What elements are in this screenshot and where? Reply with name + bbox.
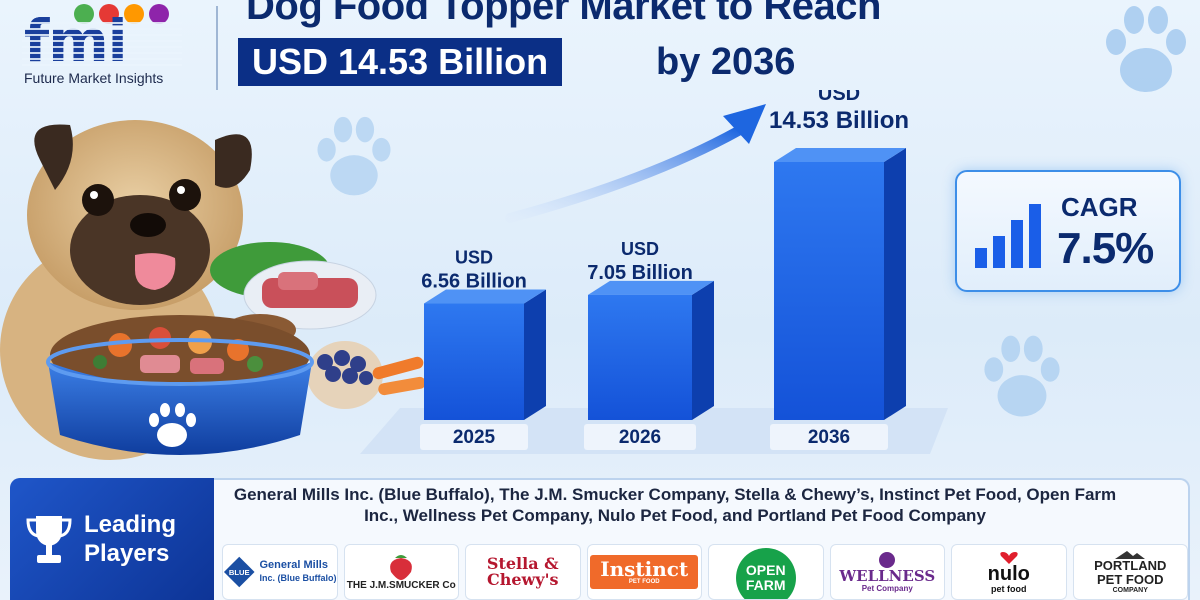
market-bar-chart: 2025 USD 6.56 Billion 2026 USD 7.05 Billion 20… xyxy=(360,90,948,454)
category-plate-2025 xyxy=(420,424,528,450)
logo-portland: PORTLAND PET FOOD COMPANY xyxy=(1072,544,1188,600)
category-label-2036: 2036 xyxy=(808,427,850,448)
players-line2: Players xyxy=(84,540,170,567)
blue-buffalo-badge-icon: BLUE xyxy=(223,556,255,588)
bar-top-2025 xyxy=(424,289,546,304)
bar-2026 xyxy=(588,294,692,420)
bar-side-2025 xyxy=(524,289,546,420)
nulo-sub: pet food xyxy=(991,583,1027,594)
gm-line2: Inc. (Blue Buffalo) xyxy=(259,573,337,583)
bar-top-2036 xyxy=(774,148,906,162)
paw-icon-middle xyxy=(317,116,391,196)
gm-line1: General Mills xyxy=(259,559,328,571)
bar-side-2026 xyxy=(692,280,714,420)
cagr-box: CAGR 7.5% xyxy=(955,170,1181,292)
cagr-label: CAGR xyxy=(1061,192,1138,222)
category-label-2025: 2025 xyxy=(453,427,496,448)
logo-instinct: Instinct PET FOOD xyxy=(586,544,702,600)
trend-arrow xyxy=(505,125,745,223)
stella-line1: Stella & xyxy=(486,554,559,573)
cagr-value: 7.5% xyxy=(1057,224,1154,273)
title-suffix: by 2036 xyxy=(656,41,796,83)
openfarm-line1: OPEN xyxy=(745,562,786,578)
trend-arrow-head xyxy=(723,104,766,144)
smucker-name: THE J.M.SMUCKER Co xyxy=(346,579,456,591)
value-label-2036: 14.53 Billion xyxy=(769,107,909,134)
blue-badge-text: BLUE xyxy=(229,568,250,577)
portland-line2: PET FOOD xyxy=(1097,571,1164,587)
logo-stella-chewys: Stella & Chewy's xyxy=(465,544,581,600)
instinct-sub: PET FOOD xyxy=(628,579,660,585)
leading-players-label: Leading Players xyxy=(84,510,176,568)
heart-icon xyxy=(1000,551,1018,564)
fmi-logo: fmi Future Market Insights xyxy=(22,4,212,88)
openfarm-line2: FARM xyxy=(745,577,786,593)
category-label-2026: 2026 xyxy=(619,427,661,448)
instinct-name: Instinct xyxy=(600,557,689,581)
logo-wellness: WELLNESS Pet Company xyxy=(829,544,945,600)
paw-icon-top-right xyxy=(1106,6,1186,92)
stella-line2: Chewy's xyxy=(486,570,559,589)
bar-top-2026 xyxy=(588,280,714,295)
wellness-sub: Pet Company xyxy=(861,584,913,593)
bar-2036 xyxy=(774,162,884,420)
bar-side-2036 xyxy=(884,148,906,420)
cagr-bars-icon xyxy=(975,204,1041,268)
leading-players-badge: Leading Players xyxy=(10,478,214,600)
trophy-icon xyxy=(26,516,72,563)
portland-line1: PORTLAND xyxy=(1094,557,1167,573)
logo-stripes xyxy=(22,18,182,66)
value-prefix-2026: USD xyxy=(621,239,659,259)
portland-sub: COMPANY xyxy=(1112,586,1148,594)
logo-general-mills: BLUE General Mills Inc. (Blue Buffalo) xyxy=(222,544,338,600)
logo-open-farm: OPEN FARM xyxy=(708,544,824,600)
player-logos-row: BLUE General Mills Inc. (Blue Buffalo) T… xyxy=(222,544,1188,600)
value-label-2025: 6.56 Billion xyxy=(421,271,527,293)
bar-2025 xyxy=(424,303,524,420)
title-highlight: USD 14.53 Billion xyxy=(238,38,563,86)
title-line1: Dog Food Topper Market to Reach xyxy=(246,0,881,28)
brand-name: Future Market Insights xyxy=(24,70,164,86)
players-list-text: General Mills Inc. (Blue Buffalo), The J… xyxy=(233,485,1117,525)
wellness-name: WELLNESS xyxy=(839,567,936,585)
value-prefix-2025: USD xyxy=(455,248,493,268)
mountain-icon xyxy=(1115,550,1146,559)
strawberry-icon xyxy=(390,554,413,580)
category-plate-2026 xyxy=(584,424,696,450)
pug-food-illustration xyxy=(0,120,426,460)
nulo-name: nulo xyxy=(987,562,1030,585)
value-prefix-2036: USD xyxy=(818,90,860,105)
paw-icon-right xyxy=(984,335,1060,417)
leading-line1: Leading xyxy=(84,511,177,538)
category-plate-2036 xyxy=(770,424,888,450)
logo-smucker: THE J.M.SMUCKER Co xyxy=(343,544,459,600)
logo-nulo: nulo pet food xyxy=(951,544,1067,600)
wellness-emblem-icon xyxy=(879,552,896,568)
value-label-2026: 7.05 Billion xyxy=(587,262,693,284)
logo-divider xyxy=(216,6,218,90)
